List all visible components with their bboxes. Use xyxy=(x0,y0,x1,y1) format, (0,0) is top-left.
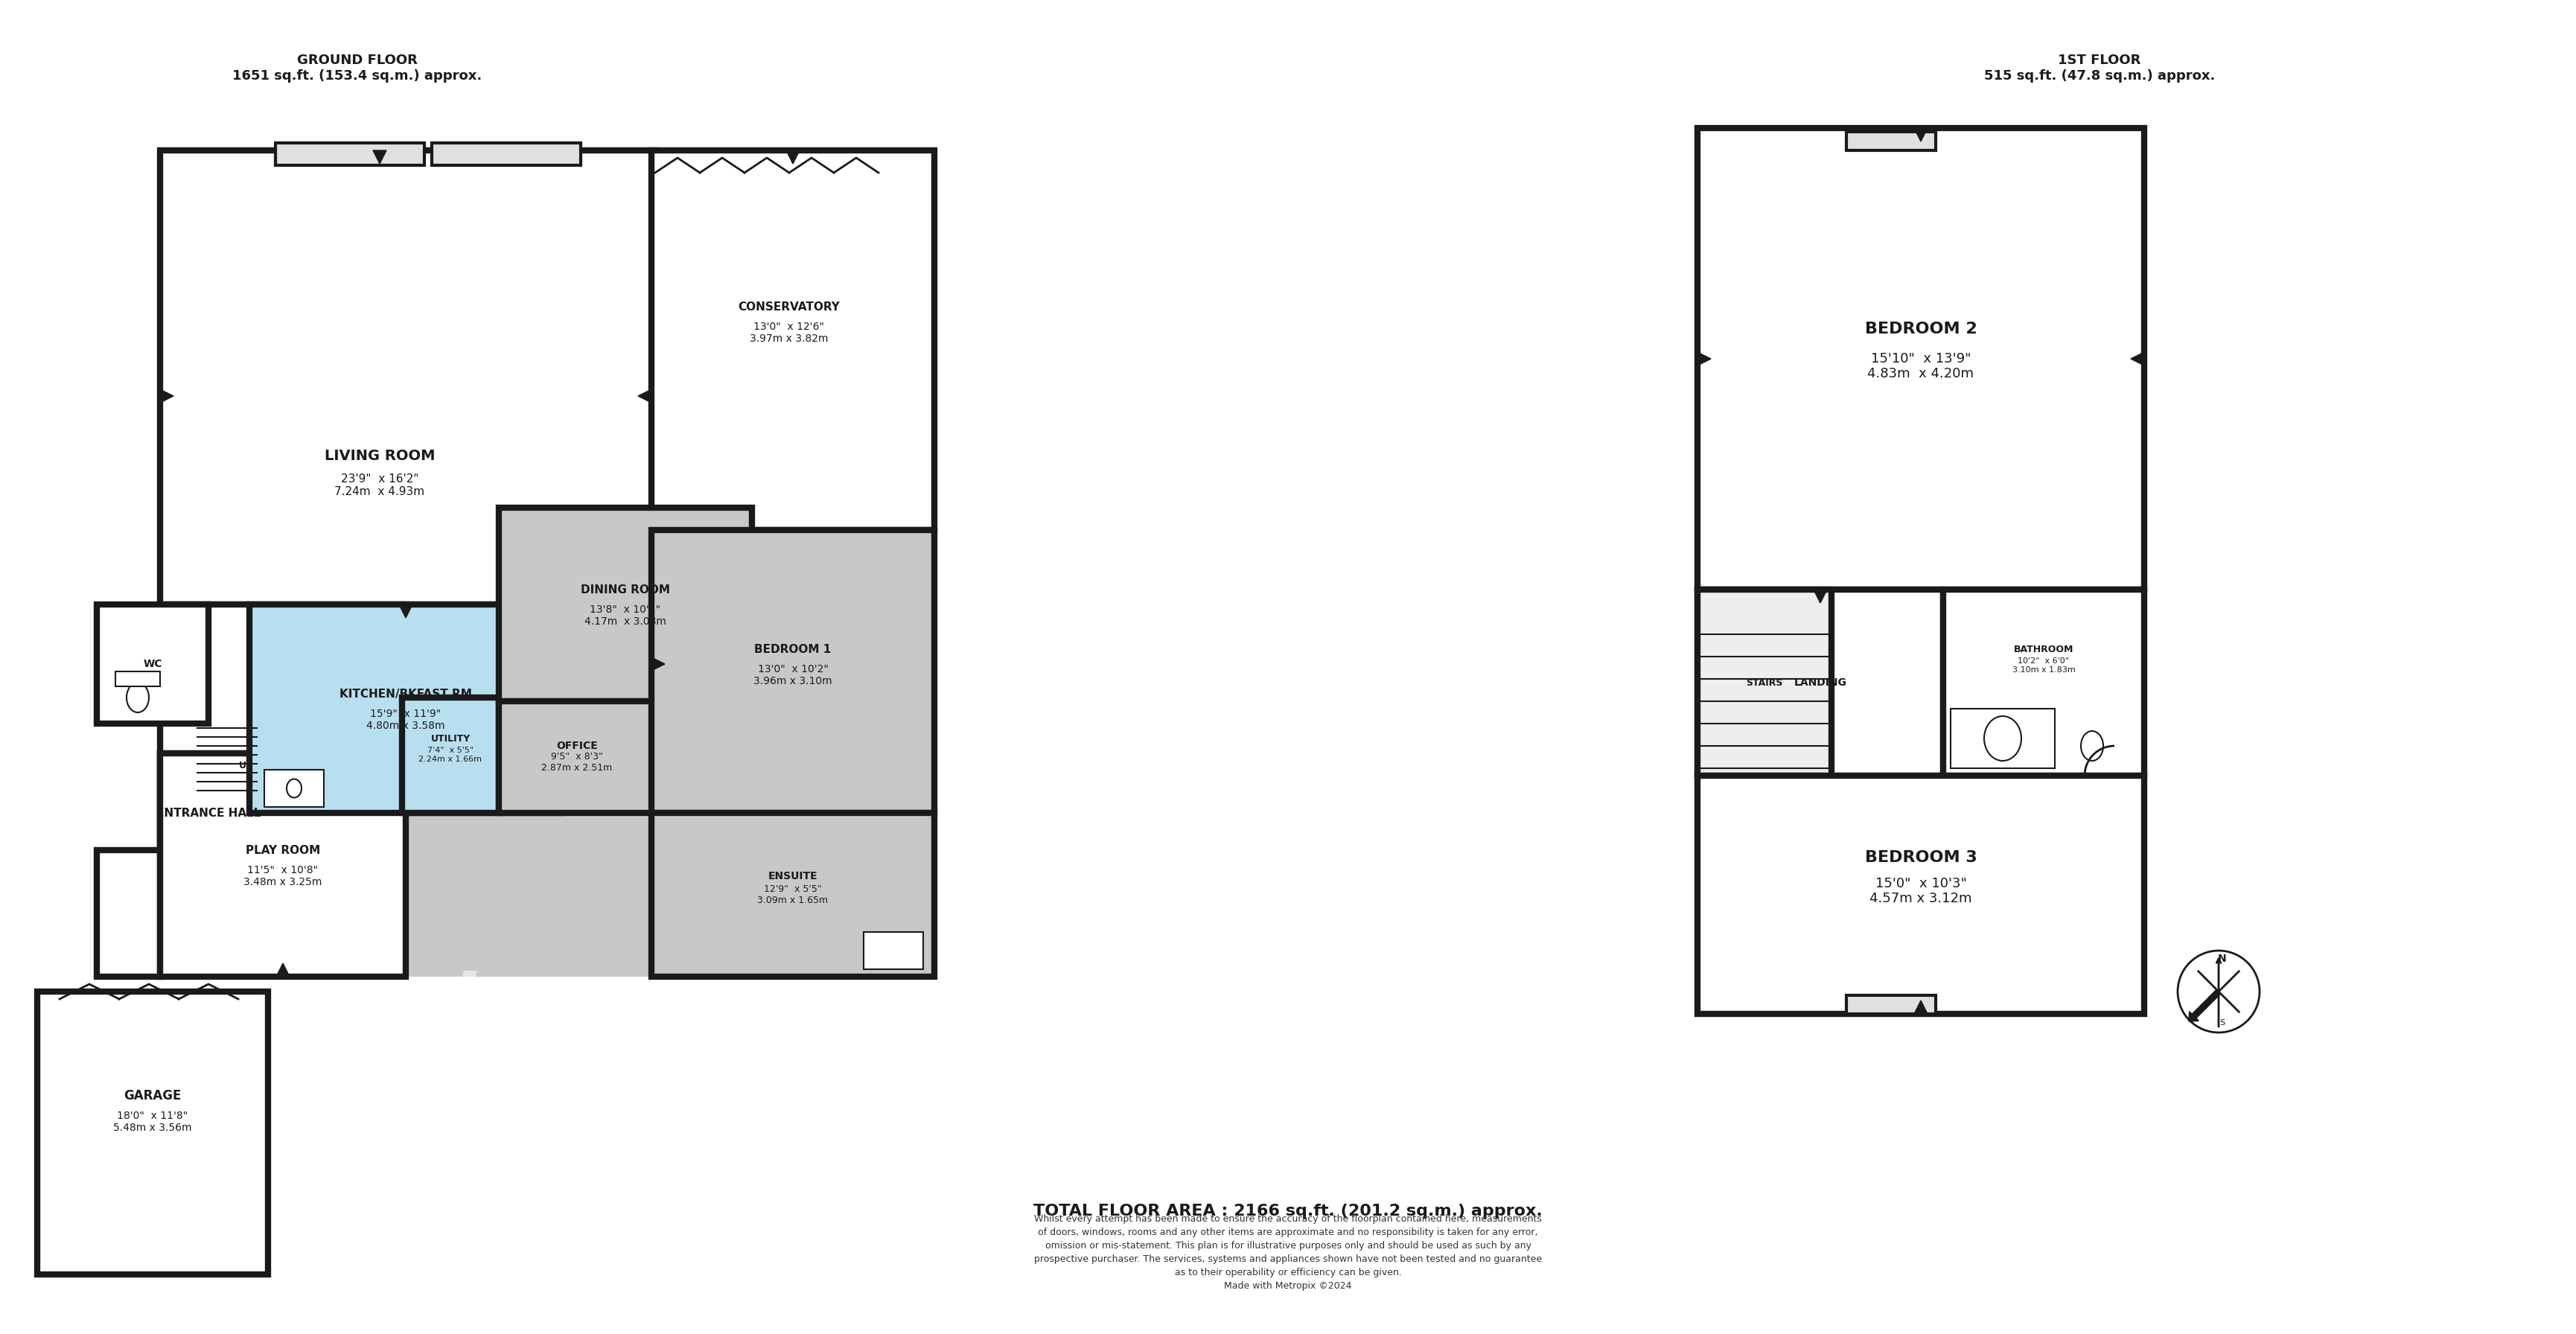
Text: 13'0"  x 12'6"
3.97m x 3.82m: 13'0" x 12'6" 3.97m x 3.82m xyxy=(750,321,829,344)
Polygon shape xyxy=(1698,352,1710,366)
Text: 15'9"  x 11'9"
4.80m x 3.58m: 15'9" x 11'9" 4.80m x 3.58m xyxy=(366,708,446,731)
Text: 12'9"  x 5'5"
3.09m x 1.65m: 12'9" x 5'5" 3.09m x 1.65m xyxy=(757,884,829,906)
Text: CONSERVATORY: CONSERVATORY xyxy=(739,301,840,312)
Polygon shape xyxy=(98,604,402,976)
Text: UP: UP xyxy=(240,760,252,771)
Polygon shape xyxy=(276,963,289,976)
Text: Residential: Residential xyxy=(572,1049,845,1091)
Bar xyxy=(265,770,325,807)
Bar xyxy=(433,143,580,165)
Text: OFFICE: OFFICE xyxy=(556,740,598,751)
Text: GARAGE: GARAGE xyxy=(124,1089,180,1102)
Text: 1ST FLOOR
515 sq.ft. (47.8 sq.m.) approx.: 1ST FLOOR 515 sq.ft. (47.8 sq.m.) approx… xyxy=(1984,53,2215,83)
Text: LANDING: LANDING xyxy=(1793,678,1847,688)
Bar xyxy=(863,932,922,970)
Text: BEDROOM 1: BEDROOM 1 xyxy=(755,643,832,655)
Text: TOTAL FLOOR AREA : 2166 sq.ft. (201.2 sq.m.) approx.: TOTAL FLOOR AREA : 2166 sq.ft. (201.2 sq… xyxy=(1033,1203,1543,1219)
Polygon shape xyxy=(399,604,412,618)
Text: STAIRS: STAIRS xyxy=(1747,678,1783,687)
Text: N: N xyxy=(2218,954,2226,964)
Text: lorna: lorna xyxy=(451,970,667,1043)
Text: 10'2"  x 6'0"
3.10m x 1.83m: 10'2" x 6'0" 3.10m x 1.83m xyxy=(2012,658,2076,674)
Bar xyxy=(36,991,268,1274)
Text: 7'4"  x 5'5"
2.24m x 1.66m: 7'4" x 5'5" 2.24m x 1.66m xyxy=(420,747,482,763)
Text: 9'5"  x 8'3"
2.87m x 2.51m: 9'5" x 8'3" 2.87m x 2.51m xyxy=(541,752,613,772)
Bar xyxy=(652,530,935,812)
Bar xyxy=(98,604,209,723)
Bar xyxy=(1698,775,2143,1014)
Text: DINING ROOM: DINING ROOM xyxy=(580,584,670,595)
Ellipse shape xyxy=(286,779,301,798)
Text: PLAY ROOM: PLAY ROOM xyxy=(245,844,319,855)
Bar xyxy=(500,508,752,702)
Circle shape xyxy=(2177,951,2259,1033)
FancyArrow shape xyxy=(2190,990,2221,1022)
Bar xyxy=(276,143,425,165)
Bar xyxy=(1698,590,1942,775)
Text: S: S xyxy=(2221,1019,2226,1027)
Text: 13'8"  x 10'1"
4.17m  x 3.08m: 13'8" x 10'1" 4.17m x 3.08m xyxy=(585,604,667,627)
Bar xyxy=(402,698,500,812)
Text: 23'9"  x 16'2"
7.24m  x 4.93m: 23'9" x 16'2" 7.24m x 4.93m xyxy=(335,474,425,498)
Bar xyxy=(1950,708,2056,768)
Bar xyxy=(250,604,562,812)
Text: 11'5"  x 10'8"
3.48m x 3.25m: 11'5" x 10'8" 3.48m x 3.25m xyxy=(245,864,322,887)
Bar xyxy=(116,671,160,687)
Text: ENSUITE: ENSUITE xyxy=(768,871,817,882)
Bar xyxy=(402,463,896,976)
Text: ENTRANCE HALL: ENTRANCE HALL xyxy=(157,807,260,819)
Text: Whilst every attempt has been made to ensure the accuracy of the floorplan conta: Whilst every attempt has been made to en… xyxy=(1033,1214,1543,1290)
Bar xyxy=(652,151,935,530)
Bar xyxy=(1698,128,2143,590)
Polygon shape xyxy=(1914,128,1927,141)
Ellipse shape xyxy=(1984,716,2022,760)
Ellipse shape xyxy=(126,683,149,712)
Ellipse shape xyxy=(2081,731,2102,760)
Text: LIVING ROOM: LIVING ROOM xyxy=(325,448,435,463)
Bar xyxy=(1847,995,1935,1014)
Polygon shape xyxy=(160,390,173,403)
Text: GROUND FLOOR
1651 sq.ft. (153.4 sq.m.) approx.: GROUND FLOOR 1651 sq.ft. (153.4 sq.m.) a… xyxy=(232,53,482,83)
Text: 18'0"  x 11'8"
5.48m x 3.56m: 18'0" x 11'8" 5.48m x 3.56m xyxy=(113,1111,191,1133)
Text: KITCHEN/BKFAST RM: KITCHEN/BKFAST RM xyxy=(340,688,471,699)
Bar xyxy=(500,702,654,812)
Polygon shape xyxy=(786,151,799,164)
Bar xyxy=(160,754,407,976)
Bar xyxy=(1847,132,1935,151)
Polygon shape xyxy=(2130,352,2143,366)
Polygon shape xyxy=(639,390,652,403)
Text: 15'10"  x 13'9"
4.83m  x 4.20m: 15'10" x 13'9" 4.83m x 4.20m xyxy=(1868,352,1973,380)
Text: BEDROOM 3: BEDROOM 3 xyxy=(1865,850,1976,864)
Bar xyxy=(160,151,654,604)
Bar xyxy=(250,336,896,976)
Bar xyxy=(1698,590,1832,775)
Polygon shape xyxy=(1914,1001,1927,1014)
Polygon shape xyxy=(1814,590,1826,603)
Text: BEDROOM 2: BEDROOM 2 xyxy=(1865,321,1976,336)
Text: 13'0"  x 10'2"
3.96m x 3.10m: 13'0" x 10'2" 3.96m x 3.10m xyxy=(755,664,832,687)
Text: WC: WC xyxy=(144,659,162,670)
Text: BATHROOM: BATHROOM xyxy=(2014,644,2074,654)
Text: UTILITY: UTILITY xyxy=(430,734,471,743)
Bar xyxy=(1942,590,2143,775)
Bar xyxy=(652,812,935,976)
Polygon shape xyxy=(652,658,665,671)
Text: 15'0"  x 10'3"
4.57m x 3.12m: 15'0" x 10'3" 4.57m x 3.12m xyxy=(1870,876,1973,906)
Polygon shape xyxy=(374,151,386,164)
